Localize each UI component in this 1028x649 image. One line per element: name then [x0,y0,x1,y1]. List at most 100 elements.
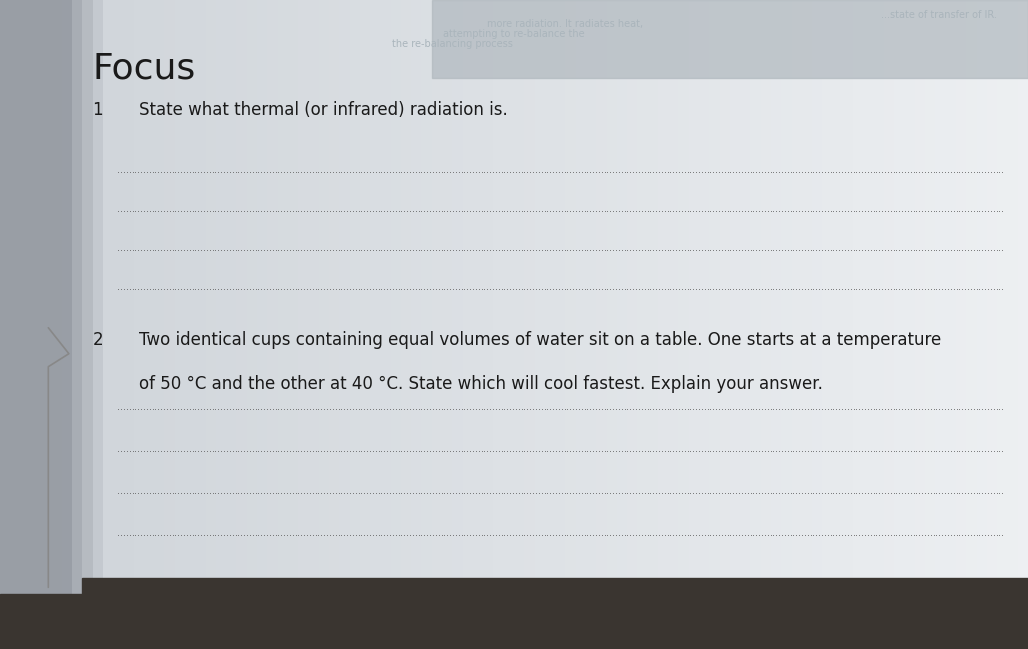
Point [439,572,455,583]
Point [565,488,582,498]
Point [296,284,313,294]
Point [373,167,390,177]
Point [205,284,221,294]
Point [980,488,996,498]
Point [314,572,330,583]
Point [596,284,613,294]
Point [288,572,304,583]
Point [713,284,730,294]
Point [842,404,858,414]
Point [425,446,441,456]
Point [906,167,922,177]
Point [619,284,635,294]
Point [737,446,754,456]
Point [293,446,309,456]
Point [164,245,181,255]
Point [210,284,226,294]
Point [205,488,221,498]
Point [683,206,699,216]
Point [685,245,701,255]
Point [208,572,224,583]
Point [977,284,993,294]
Point [800,206,816,216]
Point [121,206,138,216]
Point [419,404,436,414]
Point [156,530,173,541]
Point [373,404,390,414]
Point [121,404,138,414]
Point [316,206,332,216]
Point [925,572,942,583]
Point [525,488,542,498]
Point [914,572,930,583]
Point [222,530,238,541]
Point [156,488,173,498]
Point [485,446,502,456]
Point [859,284,876,294]
Point [954,245,970,255]
Point [948,572,964,583]
Point [739,404,756,414]
Point [754,245,770,255]
Point [262,404,279,414]
Point [788,206,805,216]
Point [673,284,690,294]
Point [934,167,951,177]
Point [394,446,410,456]
Point [259,404,276,414]
Point [591,245,608,255]
Point [288,245,304,255]
Point [299,167,316,177]
Point [182,446,198,456]
Point [779,245,796,255]
Point [859,572,876,583]
Point [150,284,167,294]
Point [840,245,856,255]
Point [339,206,356,216]
Point [205,530,221,541]
Point [571,245,587,255]
Point [184,245,200,255]
Point [957,446,974,456]
Point [591,446,608,456]
Point [948,245,964,255]
Point [651,530,667,541]
Point [233,245,250,255]
Point [720,206,736,216]
Point [379,245,396,255]
Point [421,572,438,583]
Point [436,206,452,216]
Point [525,572,542,583]
Point [673,245,690,255]
Point [522,206,539,216]
Point [840,446,856,456]
Point [322,245,338,255]
Point [519,488,536,498]
Point [553,572,570,583]
Point [139,488,155,498]
Point [951,167,967,177]
Point [391,572,407,583]
Point [702,488,719,498]
Point [971,404,988,414]
Point [723,530,739,541]
Point [396,404,412,414]
Point [325,404,341,414]
Point [903,404,919,414]
Point [347,446,364,456]
Point [977,572,993,583]
Point [542,446,558,456]
Point [983,245,999,255]
Point [351,206,367,216]
Point [525,245,542,255]
Point [264,446,281,456]
Point [903,284,919,294]
Point [127,284,144,294]
Point [442,488,458,498]
Point [330,245,346,255]
Point [144,572,160,583]
Point [980,245,996,255]
Point [657,206,673,216]
Point [628,446,645,456]
Point [842,206,858,216]
